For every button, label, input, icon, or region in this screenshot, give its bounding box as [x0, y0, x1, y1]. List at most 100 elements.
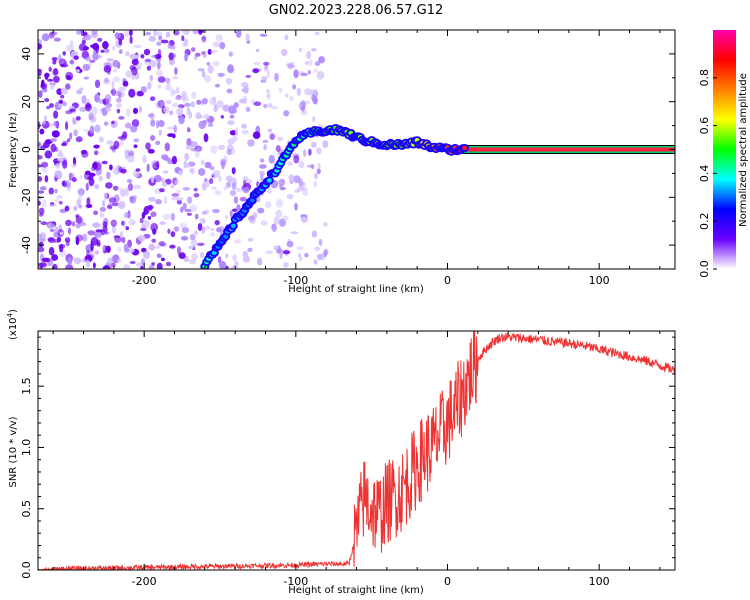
spectrogram-noise-cell [116, 258, 122, 263]
snr-panel: -200 -100 0 100 0.0 0.5 1.0 1.5 Height of stra… [6, 309, 676, 596]
spectrogram-noise-cell [273, 245, 279, 251]
spectrogram-noise-cell [313, 259, 318, 265]
spectrogram-noise-cell [84, 170, 91, 175]
spectrogram-noise-cell [322, 140, 329, 148]
spectrogram-noise-cell [274, 72, 279, 82]
spectrogram-noise-cell [38, 246, 45, 253]
spectrogram-noise-cell [49, 103, 54, 108]
spectrogram-noise-cell [167, 228, 171, 234]
spectrogram-noise-cell [73, 257, 79, 263]
x-tick-label: -100 [283, 575, 308, 588]
spectrogram-noise-cell [227, 120, 235, 126]
spectrogram-noise-cell [114, 32, 122, 39]
spectrogram-noise-cell [44, 98, 50, 102]
colorbar-label: Normalized spectral amplitude [738, 73, 749, 227]
spectrogram-noise-cell [190, 167, 195, 175]
spectrogram-noise-cell [123, 243, 129, 251]
spectrogram-noise-cell [58, 58, 67, 68]
spectrogram-noise-cell [253, 61, 261, 66]
spectrogram-noise-cell [205, 179, 210, 188]
spectrogram-noise-cell [293, 69, 299, 79]
spectrogram-noise-cell [104, 94, 112, 104]
spectrogram-noise-cell [144, 32, 152, 36]
spectrogram-noise-cell [263, 61, 270, 66]
spectrogram-noise-cell [54, 121, 59, 128]
spectrogram-noise-cell [193, 188, 198, 192]
spectrogram-noise-cell [203, 113, 210, 120]
spectrogram-noise-cell [65, 240, 70, 247]
spectrogram-noise-cell [316, 168, 321, 175]
spectrogram-noise-cell [232, 107, 237, 114]
spectrogram-noise-cell [286, 193, 294, 200]
spectrogram-noise-cell [126, 155, 135, 163]
colorbar: 0.0 0.2 0.4 0.6 0.8 Normalized spectral ampl… [698, 30, 749, 278]
spectrogram-noise-cell [144, 58, 152, 63]
colorbar-gradient [713, 30, 736, 269]
spectrogram-noise-cell [190, 101, 195, 108]
spectrogram-noise-cell [58, 243, 66, 249]
spectrogram-noise-cell [40, 83, 48, 90]
spectrogram-noise-cell [197, 223, 203, 231]
spectrogram-noise-cell [142, 155, 147, 164]
spectrogram-noise-cell [147, 216, 152, 220]
spectrogram-noise-cell [159, 188, 165, 193]
spectrogram-noise-cell [171, 193, 180, 197]
spectrogram-noise-cell [89, 59, 96, 63]
spectrogram-noise-cell [148, 196, 156, 202]
spectrogram-noise-cell [127, 183, 134, 192]
spectrogram-noise-cell [260, 174, 264, 183]
spectrogram-noise-cell [129, 35, 133, 44]
spectrogram-noise-cell [247, 215, 255, 221]
spectrogram-noise-cell [100, 49, 105, 53]
spectrogram-noise-cell [194, 54, 198, 61]
spectrogram-noise-cell [310, 164, 315, 170]
spectrogram-noise-cell [304, 88, 312, 96]
spectrogram-noise-cell [125, 51, 130, 57]
spectrogram-noise-cell [123, 212, 131, 219]
spectrogram-noise-cell [121, 188, 126, 197]
spectrogram-noise-cell [259, 164, 267, 169]
spectrogram-noise-cell [293, 154, 300, 164]
spectrogram-noise-cell [202, 119, 208, 125]
spectrogram-noise-cell [48, 187, 54, 195]
ridge-band-inner [462, 147, 675, 152]
spectrogram-noise-cell [217, 256, 222, 264]
spectrogram-noise-cell [206, 61, 211, 66]
spectrogram-noise-cell [72, 156, 77, 166]
spectrogram-noise-cell [239, 196, 247, 202]
spectrogram-noise-cell [93, 144, 100, 149]
spectrogram-noise-cell [38, 176, 43, 182]
spectrogram-noise-cell [93, 162, 102, 171]
spectrogram-noise-cell [112, 76, 121, 83]
spectrogram-noise-cell [209, 97, 217, 106]
spectrogram-noise-cell [156, 160, 160, 168]
spectrogram-noise-cell [61, 160, 68, 169]
spectrogram-noise-cell [50, 203, 57, 207]
spectrogram-noise-cell [88, 177, 95, 187]
spectrogram-noise-cell [116, 97, 122, 103]
spectrogram-noise-cell [288, 174, 295, 182]
spectrogram-noise-cell [165, 77, 171, 84]
spectrogram-noise-cell [313, 180, 318, 188]
spectrogram-noise-cell [201, 35, 207, 43]
y-tick-label: 0.5 [20, 500, 33, 518]
spectrogram-noise-cell [129, 150, 134, 155]
spectrogram-noise-cell [263, 63, 268, 73]
spectrogram-noise-cell [172, 102, 179, 108]
spectrogram-noise-cell [156, 69, 164, 77]
spectrogram-noise-cell [148, 35, 157, 42]
spectrogram-noise-cell [58, 200, 63, 205]
spectrogram-noise-cell [184, 52, 189, 62]
colorbar-tick-label: 0.2 [698, 212, 711, 230]
spectrogram-noise-cell [181, 227, 190, 234]
spectrogram-noise-cell [107, 257, 113, 265]
spectrogram-noise-cell [194, 149, 200, 159]
spectrogram-noise-cell [186, 127, 191, 133]
spectrogram-noise-cell [38, 241, 44, 248]
spectrogram-noise-cell [87, 230, 96, 236]
spectrogram-noise-cell [218, 72, 226, 77]
spectrogram-y-axis: -40 -20 0 20 40 [20, 29, 675, 270]
spectrogram-noise-cell [150, 211, 157, 218]
spectrogram-noise-cell [58, 103, 62, 108]
